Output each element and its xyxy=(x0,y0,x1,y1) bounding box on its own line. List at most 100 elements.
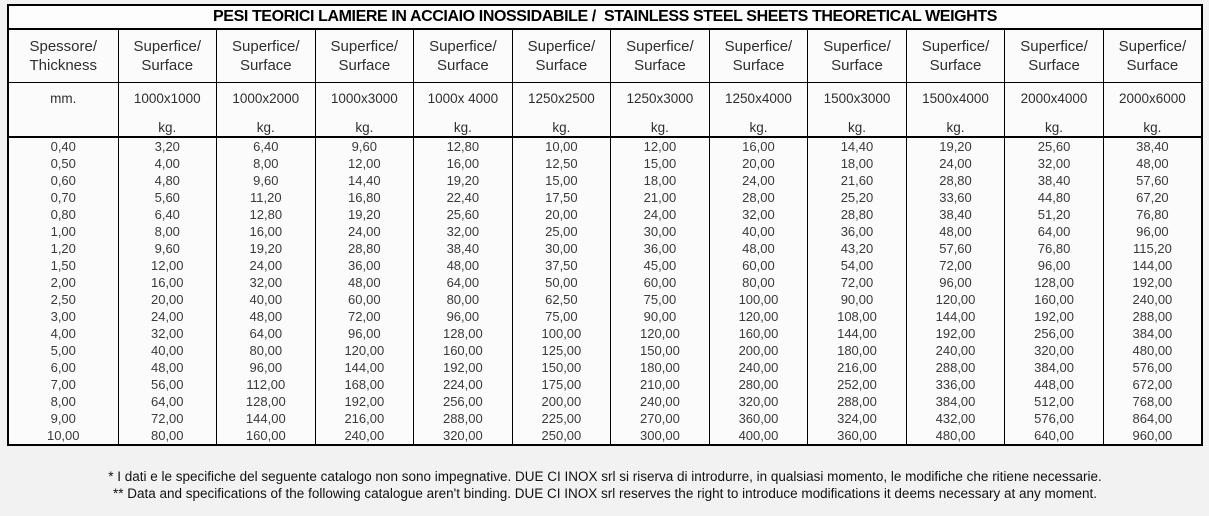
table-row: 4,00 32,00 64,00 96,00 128,00 100,00 120,00 160… xyxy=(7,325,1203,342)
surface-header-line1: Superfice/ xyxy=(330,37,399,55)
table-row: 1,20 9,60 19,20 28,80 38,40 30,00 36,00 48,00 43… xyxy=(7,240,1203,257)
weight-cell: 14,40 xyxy=(807,137,907,155)
weight-cell: 44,80 xyxy=(1004,189,1104,206)
weight-cell: 144,00 xyxy=(1102,257,1203,274)
weight-cell: 15,00 xyxy=(610,155,710,172)
weight-cell: 576,00 xyxy=(1004,410,1104,427)
weight-unit-label: kg. xyxy=(158,119,177,135)
weight-cell: 75,00 xyxy=(511,308,612,325)
footnote-english: ** Data and specifications of the follow… xyxy=(112,486,1098,501)
weight-cell: 24,00 xyxy=(708,172,809,189)
weight-cell: 300,00 xyxy=(610,427,710,445)
weight-cell: 128,00 xyxy=(413,325,513,342)
weight-cell: 120,00 xyxy=(610,325,710,342)
table-row: 0,70 5,60 11,20 16,80 22,40 17,50 21,00 28,00 25… xyxy=(7,189,1203,206)
weight-cell: 324,00 xyxy=(807,410,907,427)
sheet-dimension-label: 1500x4000 xyxy=(922,90,989,106)
weight-cell: 16,00 xyxy=(216,223,316,240)
weight-cell: 24,00 xyxy=(117,308,218,325)
weight-cell: 48,00 xyxy=(708,240,809,257)
table-row: 0,50 4,00 8,00 12,00 16,00 12,50 15,00 20,00 18,… xyxy=(7,155,1203,172)
weight-cell: 20,00 xyxy=(511,206,612,223)
weight-cell: 36,00 xyxy=(610,240,710,257)
weight-cell: 9,60 xyxy=(314,137,415,155)
weight-cell: 144,00 xyxy=(807,325,907,342)
weight-cell: 54,00 xyxy=(807,257,907,274)
dimension-unit-cell: 1000x2000 kg. xyxy=(216,81,316,138)
weight-cell: 100,00 xyxy=(511,325,612,342)
sheet-dimension-label: 1250x2500 xyxy=(527,90,595,106)
weight-cell: 48,00 xyxy=(117,359,218,376)
weight-cell: 270,00 xyxy=(610,410,710,427)
weight-cell: 672,00 xyxy=(1102,376,1203,393)
weight-cell: 216,00 xyxy=(807,359,907,376)
weight-cell: 8,00 xyxy=(216,155,316,172)
table-row: 9,00 72,00 144,00 216,00 288,00 225,00 270,00 3… xyxy=(7,410,1203,427)
sheet-dimension-label: 1500x3000 xyxy=(823,90,891,106)
weight-cell: 576,00 xyxy=(1102,359,1203,376)
weight-cell: 6,40 xyxy=(117,206,218,223)
weight-cell: 67,20 xyxy=(1102,189,1203,206)
weight-cell: 432,00 xyxy=(905,410,1006,427)
thickness-cell: 0,40 xyxy=(7,137,119,155)
thickness-unit-label: mm. xyxy=(50,90,77,106)
column-header-row: Spessore/ Thickness Superfice/Surface Sup… xyxy=(7,28,1203,83)
weight-cell: 112,00 xyxy=(216,376,316,393)
weight-cell: 512,00 xyxy=(1004,393,1104,410)
surface-column-header: Superfice/Surface xyxy=(1004,28,1104,83)
surface-header-line2: Surface xyxy=(929,56,982,74)
weight-cell: 20,00 xyxy=(708,155,809,172)
weight-cell: 11,20 xyxy=(216,189,316,206)
weight-cell: 210,00 xyxy=(610,376,710,393)
thickness-cell: 1,20 xyxy=(7,240,119,257)
footnote-italian: * I dati e le specifiche del seguente ca… xyxy=(108,469,1102,484)
dimension-unit-cell: 1250x3000 kg. xyxy=(610,81,710,138)
weight-cell: 180,00 xyxy=(610,359,710,376)
weight-cell: 48,00 xyxy=(314,274,415,291)
weight-cell: 96,00 xyxy=(1004,257,1104,274)
weight-cell: 60,00 xyxy=(708,257,809,274)
thickness-unit-cell: mm. xyxy=(7,81,119,138)
surface-header-line2: Surface xyxy=(141,56,194,74)
sheet-dimension-label: 1250x3000 xyxy=(626,90,694,106)
weight-cell: 240,00 xyxy=(905,342,1006,359)
weight-cell: 15,00 xyxy=(511,172,612,189)
weight-cell: 18,00 xyxy=(807,155,907,172)
table-row: 10,00 80,00 160,00 240,00 320,00 250,00 300,00… xyxy=(7,427,1203,445)
sheet-dimension-label: 1000x3000 xyxy=(330,90,398,106)
weight-cell: 336,00 xyxy=(905,376,1006,393)
weight-cell: 38,40 xyxy=(413,240,513,257)
surface-header-line1: Superfice/ xyxy=(527,37,596,55)
surface-header-line1: Superfice/ xyxy=(823,37,891,55)
sheet-dimension-label: 2000x4000 xyxy=(1020,90,1088,106)
surface-header-line2: Surface xyxy=(338,56,391,74)
weight-unit-label: kg. xyxy=(355,119,374,135)
surface-column-header: Superfice/Surface xyxy=(708,28,809,83)
table-row: 6,00 48,00 96,00 144,00 192,00 150,00 180,00 24… xyxy=(7,359,1203,376)
weight-cell: 25,00 xyxy=(511,223,612,240)
weight-cell: 48,00 xyxy=(413,257,513,274)
weight-cell: 192,00 xyxy=(1102,274,1203,291)
weight-cell: 24,00 xyxy=(314,223,415,240)
thickness-cell: 0,70 xyxy=(7,189,119,206)
weight-cell: 96,00 xyxy=(1102,223,1203,240)
weight-cell: 25,20 xyxy=(807,189,907,206)
weight-cell: 32,00 xyxy=(216,274,316,291)
table-row: 2,00 16,00 32,00 48,00 64,00 50,00 60,00 80,00 7… xyxy=(7,274,1203,291)
weight-cell: 80,00 xyxy=(117,427,218,445)
weight-cell: 28,80 xyxy=(807,206,907,223)
dimension-unit-cell: 2000x4000 kg. xyxy=(1004,81,1104,138)
weight-cell: 30,00 xyxy=(511,240,612,257)
weight-cell: 8,00 xyxy=(117,223,218,240)
surface-header-line1: Superfice/ xyxy=(626,37,694,55)
weight-cell: 160,00 xyxy=(216,427,316,445)
weight-cell: 150,00 xyxy=(610,342,710,359)
thickness-cell: 6,00 xyxy=(7,359,119,376)
weight-unit-label: kg. xyxy=(847,119,866,135)
weight-cell: 64,00 xyxy=(117,393,218,410)
weight-cell: 25,60 xyxy=(1004,137,1104,155)
thickness-header-line1: Spessore/ xyxy=(29,37,98,55)
weight-cell: 60,00 xyxy=(314,291,415,308)
weight-cell: 38,40 xyxy=(1004,172,1104,189)
weight-cell: 33,60 xyxy=(905,189,1006,206)
